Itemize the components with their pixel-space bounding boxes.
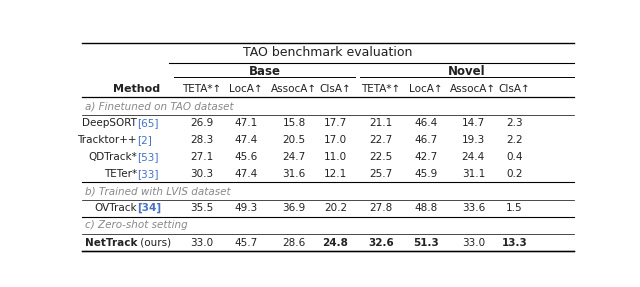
Text: 45.7: 45.7 — [234, 238, 258, 248]
Text: 21.1: 21.1 — [369, 118, 393, 128]
Text: c) Zero-shot setting: c) Zero-shot setting — [85, 220, 188, 230]
Text: 2.3: 2.3 — [506, 118, 523, 128]
Text: LocA↑: LocA↑ — [229, 84, 263, 94]
Text: ClsA↑: ClsA↑ — [319, 84, 351, 94]
Text: OVTrack: OVTrack — [95, 203, 137, 213]
Text: 22.7: 22.7 — [369, 135, 393, 145]
Text: 45.9: 45.9 — [414, 169, 437, 179]
Text: 20.2: 20.2 — [324, 203, 347, 213]
Text: a) Finetuned on TAO dataset: a) Finetuned on TAO dataset — [85, 101, 234, 111]
Text: 14.7: 14.7 — [461, 118, 485, 128]
Text: 46.7: 46.7 — [414, 135, 437, 145]
Text: TETer*: TETer* — [104, 169, 137, 179]
Text: 35.5: 35.5 — [190, 203, 213, 213]
Text: 19.3: 19.3 — [461, 135, 485, 145]
Text: 31.6: 31.6 — [283, 169, 306, 179]
Text: 25.7: 25.7 — [369, 169, 393, 179]
Text: 24.7: 24.7 — [283, 152, 306, 162]
Text: 24.4: 24.4 — [461, 152, 485, 162]
Text: 27.8: 27.8 — [369, 203, 393, 213]
Text: [2]: [2] — [137, 135, 152, 145]
Text: Method: Method — [113, 84, 161, 94]
Text: 47.4: 47.4 — [234, 169, 258, 179]
Text: 47.4: 47.4 — [234, 135, 258, 145]
Text: NetTrack: NetTrack — [84, 238, 137, 248]
Text: 36.9: 36.9 — [283, 203, 306, 213]
Text: 27.1: 27.1 — [190, 152, 213, 162]
Text: ClsA↑: ClsA↑ — [499, 84, 531, 94]
Text: 47.1: 47.1 — [234, 118, 258, 128]
Text: 26.9: 26.9 — [190, 118, 213, 128]
Text: 32.6: 32.6 — [368, 238, 394, 248]
Text: 17.7: 17.7 — [324, 118, 347, 128]
Text: 11.0: 11.0 — [324, 152, 347, 162]
Text: [33]: [33] — [137, 169, 159, 179]
Text: [65]: [65] — [137, 118, 159, 128]
Text: 48.8: 48.8 — [414, 203, 437, 213]
Text: 17.0: 17.0 — [324, 135, 347, 145]
Text: TETA*↑: TETA*↑ — [362, 84, 401, 94]
Text: Base: Base — [249, 65, 281, 78]
Text: DeepSORT: DeepSORT — [82, 118, 137, 128]
Text: TETA*↑: TETA*↑ — [182, 84, 221, 94]
Text: [34]: [34] — [137, 203, 161, 214]
Text: 33.6: 33.6 — [461, 203, 485, 213]
Text: 24.8: 24.8 — [323, 238, 348, 248]
Text: 49.3: 49.3 — [234, 203, 258, 213]
Text: AssocA↑: AssocA↑ — [271, 84, 317, 94]
Text: 28.6: 28.6 — [283, 238, 306, 248]
Text: 0.4: 0.4 — [506, 152, 523, 162]
Text: [53]: [53] — [137, 152, 159, 162]
Text: 46.4: 46.4 — [414, 118, 437, 128]
Text: 31.1: 31.1 — [461, 169, 485, 179]
Text: 22.5: 22.5 — [369, 152, 393, 162]
Text: QDTrack*: QDTrack* — [88, 152, 137, 162]
Text: TAO benchmark evaluation: TAO benchmark evaluation — [243, 46, 413, 59]
Text: 30.3: 30.3 — [190, 169, 213, 179]
Text: 45.6: 45.6 — [234, 152, 258, 162]
Text: 33.0: 33.0 — [190, 238, 213, 248]
Text: 15.8: 15.8 — [283, 118, 306, 128]
Text: 42.7: 42.7 — [414, 152, 437, 162]
Text: b) Trained with LVIS dataset: b) Trained with LVIS dataset — [85, 186, 230, 196]
Text: (ours): (ours) — [137, 238, 171, 248]
Text: 13.3: 13.3 — [502, 238, 527, 248]
Text: Tracktor++: Tracktor++ — [77, 135, 137, 145]
Text: 28.3: 28.3 — [190, 135, 213, 145]
Text: LocA↑: LocA↑ — [409, 84, 442, 94]
Text: 12.1: 12.1 — [324, 169, 347, 179]
Text: 2.2: 2.2 — [506, 135, 523, 145]
Text: Novel: Novel — [448, 65, 486, 78]
Text: 20.5: 20.5 — [283, 135, 306, 145]
Text: 0.2: 0.2 — [506, 169, 523, 179]
Text: 1.5: 1.5 — [506, 203, 523, 213]
Text: 33.0: 33.0 — [462, 238, 485, 248]
Text: AssocA↑: AssocA↑ — [451, 84, 497, 94]
Text: 51.3: 51.3 — [413, 238, 438, 248]
